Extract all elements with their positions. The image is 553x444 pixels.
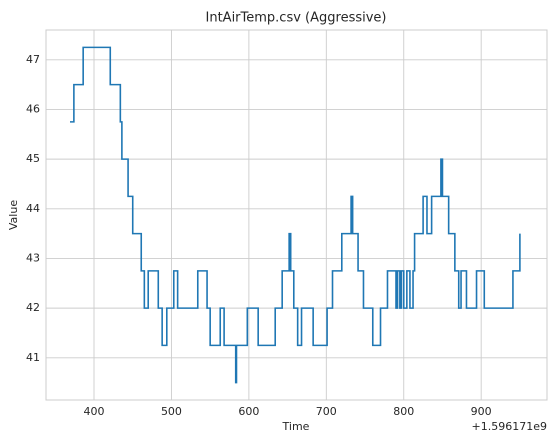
x-offset-label: +1.596171e9: [472, 420, 547, 433]
x-tick-label: 700: [316, 405, 337, 418]
y-tick-label: 46: [26, 102, 40, 115]
y-tick-label: 43: [26, 251, 40, 264]
data-line: [70, 46, 521, 384]
y-tick-label: 41: [26, 351, 40, 364]
x-tick-label: 400: [84, 405, 105, 418]
chart-title: IntAirTemp.csv (Aggressive): [206, 11, 387, 26]
y-tick-label: 47: [26, 53, 40, 66]
x-axis-label: Time: [282, 420, 310, 433]
x-tick-label: 800: [393, 405, 414, 418]
plot-frame: [45, 29, 548, 401]
x-tick-label: 600: [238, 405, 259, 418]
y-axis-label: Value: [7, 200, 20, 230]
y-tick-label: 45: [26, 152, 40, 165]
x-tick-label: 500: [161, 405, 182, 418]
y-tick-label: 44: [26, 202, 40, 215]
y-tick-label: 42: [26, 301, 40, 314]
x-tick-label: 900: [471, 405, 492, 418]
